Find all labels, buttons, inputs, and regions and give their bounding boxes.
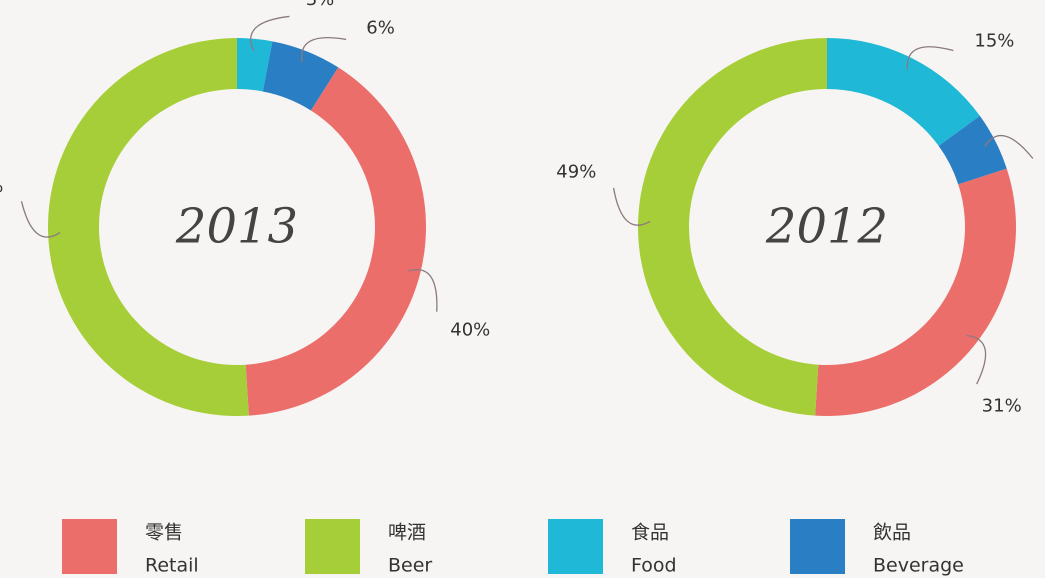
value-label: 6% xyxy=(366,17,395,38)
legend-icon xyxy=(62,519,117,574)
legend-icon xyxy=(305,519,360,574)
legend-en: Food xyxy=(631,555,677,577)
value-label: 49% xyxy=(556,162,596,183)
donut-slice xyxy=(262,41,339,111)
legend-icon xyxy=(548,519,603,574)
donut-slice xyxy=(47,38,249,417)
value-label: 15% xyxy=(974,30,1014,51)
legend-zh: 啤酒 xyxy=(388,522,426,544)
legend-en: Beer xyxy=(388,555,432,577)
legend-zh: 零售 xyxy=(145,522,183,544)
arrow xyxy=(250,15,290,52)
value-label: 31% xyxy=(982,396,1022,417)
arrow xyxy=(984,134,1034,159)
donut-slice xyxy=(638,38,827,416)
legend-en: Beverage xyxy=(873,555,964,577)
donut-slice xyxy=(827,38,980,146)
donut-slice xyxy=(938,115,1007,185)
donut-slice xyxy=(245,67,426,416)
arrow xyxy=(612,187,651,226)
legend-icon xyxy=(790,519,845,574)
donut-slice xyxy=(237,38,273,92)
arrow xyxy=(408,269,438,312)
arrow xyxy=(301,37,347,63)
value-label: 51% xyxy=(0,176,3,197)
legend-zh: 飲品 xyxy=(873,522,911,544)
arrow xyxy=(906,46,954,70)
value-label: 3% xyxy=(306,0,335,10)
legend-en: Retail xyxy=(145,555,199,577)
legend-zh: 食品 xyxy=(631,522,669,544)
center-title: 2013 xyxy=(175,199,298,255)
arrow xyxy=(20,201,61,238)
arrow xyxy=(966,334,987,385)
value-label: 40% xyxy=(450,319,490,340)
center-title: 2012 xyxy=(765,199,888,255)
donut-slice xyxy=(815,168,1016,417)
